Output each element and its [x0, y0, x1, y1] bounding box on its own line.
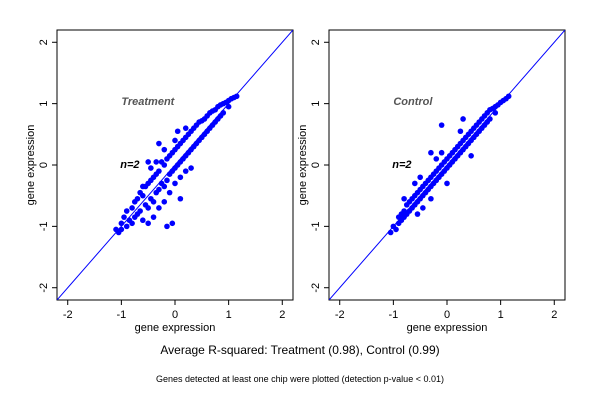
data-point — [188, 165, 194, 171]
data-point — [134, 195, 141, 202]
data-point — [182, 125, 189, 131]
x-tick-label: -2 — [335, 309, 345, 321]
y-tick-label: 1 — [38, 101, 50, 107]
data-point — [438, 149, 445, 156]
data-point — [140, 217, 146, 224]
data-point — [161, 146, 168, 153]
data-point — [161, 162, 168, 168]
x-tick-label: 0 — [444, 309, 450, 321]
data-point — [433, 156, 440, 162]
data-point — [140, 192, 146, 199]
data-point — [161, 199, 168, 205]
y-tick-label: 2 — [38, 39, 50, 45]
data-point — [118, 226, 125, 233]
data-point — [182, 168, 189, 174]
data-point — [121, 214, 127, 220]
data-point — [140, 183, 146, 190]
panel-label: Control — [393, 96, 433, 108]
data-point — [177, 195, 184, 202]
data-point — [225, 103, 232, 110]
x-tick-label: -2 — [63, 309, 73, 321]
data-point — [150, 214, 157, 220]
data-point — [505, 93, 512, 100]
x-tick-label: 1 — [226, 309, 232, 321]
y-tick-label: 1 — [310, 101, 322, 107]
data-point — [393, 226, 399, 233]
x-tick-label: 2 — [551, 309, 557, 321]
data-point — [145, 159, 151, 165]
data-point — [460, 116, 466, 122]
data-point — [164, 223, 170, 230]
sample-count-label: n=2 — [392, 159, 411, 171]
data-point — [401, 195, 407, 202]
y-tick-label: -2 — [38, 283, 50, 293]
data-point — [387, 229, 394, 236]
data-point — [428, 195, 434, 202]
data-point — [164, 177, 170, 184]
data-point — [166, 189, 173, 196]
data-point — [420, 205, 426, 211]
data-point — [428, 149, 434, 156]
y-axis-label: gene expression — [25, 125, 37, 206]
detection-note: Genes detected at least one chip were pl… — [156, 374, 444, 384]
control-panel: -2 -1 0 1 2 -2 -1 0 1 2 gene expression gene expres… — [297, 29, 566, 334]
data-point — [468, 152, 474, 159]
data-point — [233, 93, 240, 100]
x-tick-label: -1 — [388, 309, 398, 321]
y-tick-label: -1 — [38, 221, 50, 231]
y-tick-label: -1 — [310, 221, 322, 231]
data-point — [414, 211, 421, 217]
x-tick-label: 1 — [498, 309, 504, 321]
points — [113, 93, 240, 236]
data-point — [412, 180, 418, 187]
data-point — [156, 205, 162, 211]
y-tick-label: -2 — [310, 283, 322, 293]
data-point — [150, 199, 157, 205]
y-tick-label: 0 — [310, 162, 322, 168]
data-point — [156, 186, 162, 193]
data-point — [438, 122, 445, 128]
data-point — [161, 183, 168, 190]
x-tick-label: 2 — [279, 309, 285, 321]
data-point — [148, 165, 154, 171]
data-point — [444, 180, 450, 187]
data-point — [156, 168, 162, 174]
data-point — [169, 220, 176, 227]
x-tick-label: -1 — [116, 309, 126, 321]
data-point — [156, 140, 162, 147]
data-point — [118, 220, 125, 227]
data-point — [492, 110, 499, 116]
data-point — [172, 137, 178, 144]
data-point — [174, 128, 181, 135]
panel-label: Treatment — [121, 96, 175, 108]
data-point — [145, 205, 151, 211]
data-point — [123, 223, 130, 230]
x-axis-label: gene expression — [407, 322, 488, 334]
sample-count-label: n=2 — [120, 159, 139, 171]
points — [387, 93, 512, 236]
y-axis-label: gene expression — [297, 125, 309, 206]
data-point — [123, 208, 130, 214]
x-axis-label: gene expression — [135, 322, 216, 334]
data-point — [129, 205, 135, 211]
data-point — [137, 208, 143, 214]
data-point — [129, 220, 135, 227]
data-point — [177, 174, 184, 181]
data-point — [172, 180, 178, 187]
data-point — [487, 116, 493, 122]
y-tick-label: 0 — [38, 162, 50, 168]
data-point — [153, 159, 160, 165]
treatment-panel: -2 -1 0 1 2 -2 -1 0 1 2 gene expression gene expres… — [25, 29, 294, 334]
r-squared-summary: Average R-squared: Treatment (0.98), Con… — [160, 343, 440, 357]
x-tick-label: 0 — [172, 309, 178, 321]
y-tick-label: 2 — [310, 39, 322, 45]
data-point — [457, 128, 464, 135]
data-point — [417, 174, 423, 181]
data-point — [145, 220, 151, 227]
data-point — [220, 110, 227, 116]
